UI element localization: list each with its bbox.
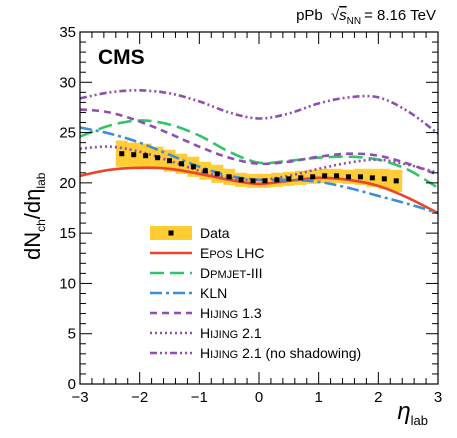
data-point — [214, 171, 220, 177]
data-point — [286, 176, 292, 182]
data-point — [369, 175, 375, 181]
x-axis-title: ηlab — [397, 398, 428, 428]
y-tick-label: 0 — [68, 376, 76, 393]
data-point — [238, 177, 244, 183]
data-point — [143, 153, 149, 159]
data-point — [381, 176, 387, 182]
data-point — [178, 161, 184, 167]
y-axis-title: dNch/dηlab — [20, 172, 48, 260]
x-tick-label: 2 — [374, 389, 382, 406]
series-line-0 — [79, 166, 439, 215]
data-point — [310, 174, 316, 180]
data-point — [155, 155, 161, 161]
y-tick-label: 25 — [59, 125, 76, 142]
x-tick-label: 1 — [314, 389, 322, 406]
data-point — [119, 151, 125, 157]
legend-marker-data — [168, 230, 174, 236]
legend-label-5: HIJING 2.1 (no shadowing) — [200, 345, 361, 361]
legend-label-data: Data — [200, 225, 230, 241]
series-line-2 — [79, 126, 439, 215]
energy-label: pPb √sNN = 8.16 TeV — [296, 7, 436, 27]
data-point — [250, 178, 256, 184]
legend-label-2: KLN — [200, 285, 227, 301]
plot-area — [79, 88, 439, 215]
x-tick-label: 3 — [434, 389, 442, 406]
data-point — [346, 174, 351, 180]
data-point — [322, 173, 328, 179]
data-point — [262, 178, 268, 184]
data-point — [274, 177, 280, 183]
experiment-label: CMS — [98, 46, 145, 69]
series-line-5 — [79, 88, 439, 135]
legend-label-1: DPMJET-III — [200, 265, 263, 281]
data-point — [357, 174, 363, 180]
data-point — [393, 178, 399, 184]
x-tick-label: −1 — [191, 389, 208, 406]
legend-label-4: HIJING 2.1 — [200, 325, 262, 341]
data-point — [131, 152, 137, 158]
y-tick-label: 5 — [68, 326, 76, 343]
x-tick-label: −3 — [71, 389, 88, 406]
data-point — [334, 173, 340, 179]
y-tick-label: 30 — [59, 74, 76, 91]
legend-label-3: HIJING 1.3 — [200, 305, 262, 321]
x-tick-label: 0 — [255, 389, 263, 406]
legend-label-0: EPOS LHC — [200, 245, 264, 261]
y-tick-label: 15 — [59, 225, 76, 242]
series-line-3 — [79, 108, 439, 177]
data-point — [226, 174, 232, 180]
data-point — [167, 158, 172, 164]
data-point — [298, 175, 304, 181]
x-tick-label: −2 — [131, 389, 148, 406]
data-point — [202, 168, 208, 174]
data-point — [190, 164, 196, 170]
series-line-4 — [79, 145, 439, 182]
legend: Data EPOS LHC DPMJET-III KLN HIJING 1.3 HIJIN… — [150, 225, 361, 361]
y-tick-label: 20 — [59, 175, 76, 192]
y-tick-label: 35 — [59, 24, 76, 41]
y-tick-label: 10 — [59, 275, 76, 292]
